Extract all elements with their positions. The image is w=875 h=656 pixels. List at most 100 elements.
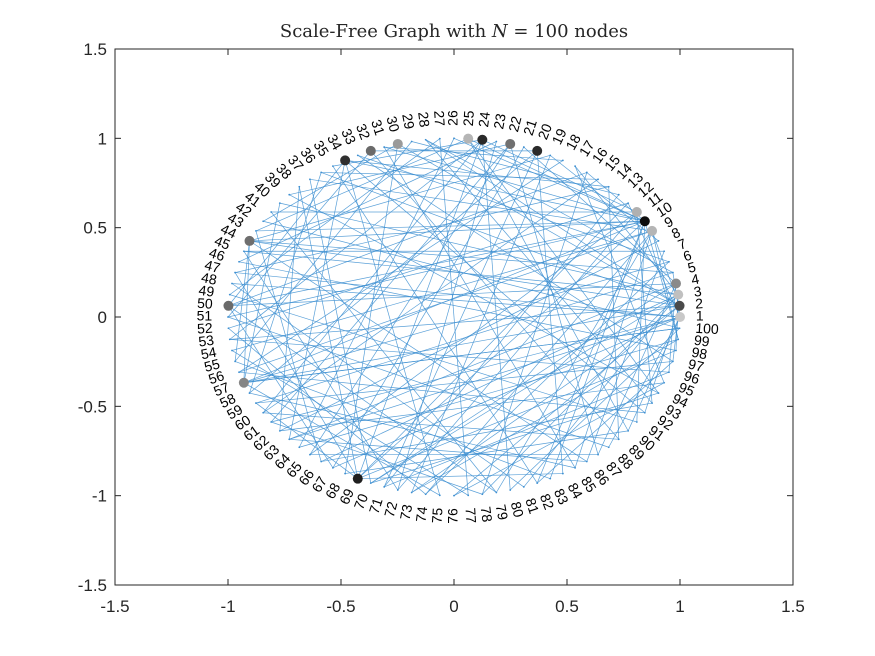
graph-edge xyxy=(234,141,412,362)
graph-node-point xyxy=(278,429,281,432)
graph-edge xyxy=(357,139,483,479)
x-tick-label: -1.5 xyxy=(100,597,129,616)
graph-edge xyxy=(279,202,679,295)
graph-node-point xyxy=(663,250,666,253)
graph-edge xyxy=(357,350,677,479)
graph-node-point xyxy=(536,482,539,485)
graph-node-point xyxy=(627,429,630,432)
graph-node-point xyxy=(438,494,441,497)
graph-edge xyxy=(229,294,637,423)
graph-edge xyxy=(345,430,629,474)
graph-node-point xyxy=(270,211,273,213)
graph-node-point xyxy=(369,482,372,485)
node-label: 23 xyxy=(490,112,509,131)
graph-edge xyxy=(249,155,551,242)
graph-edge xyxy=(597,283,677,455)
node-label: 18 xyxy=(562,131,584,153)
graph-node-point xyxy=(438,137,441,140)
graph-node-point xyxy=(671,271,674,274)
node-label: 48 xyxy=(200,269,219,288)
graph-edge xyxy=(262,139,483,413)
x-tick-label: -0.5 xyxy=(326,597,355,616)
node-label: 85 xyxy=(578,473,600,495)
node-label: 94 xyxy=(670,390,691,411)
graph-node-point xyxy=(509,489,512,491)
node-label: 92 xyxy=(655,412,677,434)
graph-edge xyxy=(574,166,665,383)
node-label: 80 xyxy=(508,500,527,519)
node-label: 52 xyxy=(197,320,214,337)
graph-edge xyxy=(467,138,659,394)
graph-edge xyxy=(231,230,653,351)
graph-node-point xyxy=(657,392,660,394)
graph-edge xyxy=(238,230,653,373)
node-label: 33 xyxy=(338,126,359,147)
graph-node-point xyxy=(262,220,265,223)
graph-edge xyxy=(411,305,680,493)
node-label: 57 xyxy=(211,379,232,400)
graph-node-point xyxy=(231,349,233,352)
node-label: 25 xyxy=(460,110,477,127)
graph-node-point xyxy=(481,493,484,496)
graph-edge xyxy=(255,220,645,232)
node-label: 1 xyxy=(696,308,704,324)
graph-edge xyxy=(481,139,511,491)
graph-node-point xyxy=(410,140,413,143)
graph-node-point xyxy=(270,421,273,423)
graph-node-point xyxy=(410,491,413,494)
graph-node-marker xyxy=(505,138,516,149)
graph-node-point xyxy=(242,250,245,253)
node-label: 72 xyxy=(381,500,400,519)
graph-edge xyxy=(482,139,637,213)
graph-edge xyxy=(238,160,564,373)
node-label: 54 xyxy=(199,344,218,363)
graph-edge xyxy=(357,221,646,479)
graph-edge xyxy=(255,138,469,232)
graph-edge xyxy=(279,240,659,432)
node-label: 93 xyxy=(663,401,685,423)
graph-node-marker xyxy=(670,278,681,289)
graph-edge xyxy=(357,473,563,480)
graph-edge xyxy=(228,172,587,307)
node-label: 5 xyxy=(686,258,698,275)
graph-edge xyxy=(227,316,609,448)
graph-node-point xyxy=(549,154,552,157)
graph-node-point xyxy=(597,453,599,456)
node-label: 67 xyxy=(308,473,330,495)
x-tick-label: 1 xyxy=(675,597,684,616)
graph-node-point xyxy=(585,460,588,463)
graph-node-point xyxy=(627,202,630,205)
y-tick-label: -1.5 xyxy=(78,576,107,595)
graph-node-marker xyxy=(365,145,376,156)
graph-node-marker xyxy=(673,289,684,300)
graph-edge xyxy=(536,221,646,484)
node-label: 60 xyxy=(232,411,254,433)
node-label: 78 xyxy=(478,506,496,524)
graph-node-point xyxy=(561,159,564,162)
graph-edge xyxy=(263,412,619,440)
graph-edge xyxy=(255,230,322,462)
chart-title-prefix: Scale-Free Graph with xyxy=(280,21,492,42)
node-label: 55 xyxy=(202,355,221,374)
graph-edge xyxy=(228,305,334,469)
graph-node-point xyxy=(228,338,231,341)
graph-node-point xyxy=(234,360,237,363)
y-tick-label: 1.5 xyxy=(83,40,107,59)
graph-edge xyxy=(289,194,659,394)
node-label: 21 xyxy=(520,117,540,137)
graph-edge xyxy=(397,143,680,307)
chart-title-variable: N xyxy=(491,21,509,42)
graph-edge xyxy=(321,294,679,462)
y-tick-label: -0.5 xyxy=(78,397,107,416)
graph-node-marker xyxy=(631,206,642,217)
node-label: 34 xyxy=(324,131,346,153)
node-label: 96 xyxy=(682,367,702,387)
graph-node-point xyxy=(238,260,240,263)
node-label: 20 xyxy=(534,121,555,142)
graph-node-point xyxy=(424,138,427,141)
graph-node-point xyxy=(298,185,301,188)
graph-edge xyxy=(636,221,646,423)
graph-edge xyxy=(243,240,250,383)
graph-edge xyxy=(270,143,511,423)
graph-edge xyxy=(321,402,653,462)
